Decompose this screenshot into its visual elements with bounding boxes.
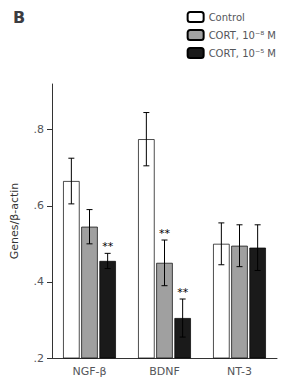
svg-text:**: ** xyxy=(159,227,171,240)
svg-text:.2: .2 xyxy=(34,352,45,365)
svg-text:NGF-β: NGF-β xyxy=(72,365,106,378)
svg-text:.6: .6 xyxy=(34,199,45,212)
svg-text:Control: Control xyxy=(209,12,245,23)
svg-text:B: B xyxy=(13,8,25,27)
svg-text:Genes/β-actin: Genes/β-actin xyxy=(8,183,21,260)
svg-text:NT-3: NT-3 xyxy=(227,365,252,378)
svg-text:.8: .8 xyxy=(34,123,45,136)
svg-text:**: ** xyxy=(177,286,189,299)
svg-text:.4: .4 xyxy=(34,275,45,288)
svg-text:BDNF: BDNF xyxy=(149,365,180,378)
svg-text:**: ** xyxy=(102,240,114,253)
svg-text:CORT, 10⁻⁸ M: CORT, 10⁻⁸ M xyxy=(209,30,276,41)
svg-text:CORT, 10⁻⁵ M: CORT, 10⁻⁵ M xyxy=(209,48,276,59)
